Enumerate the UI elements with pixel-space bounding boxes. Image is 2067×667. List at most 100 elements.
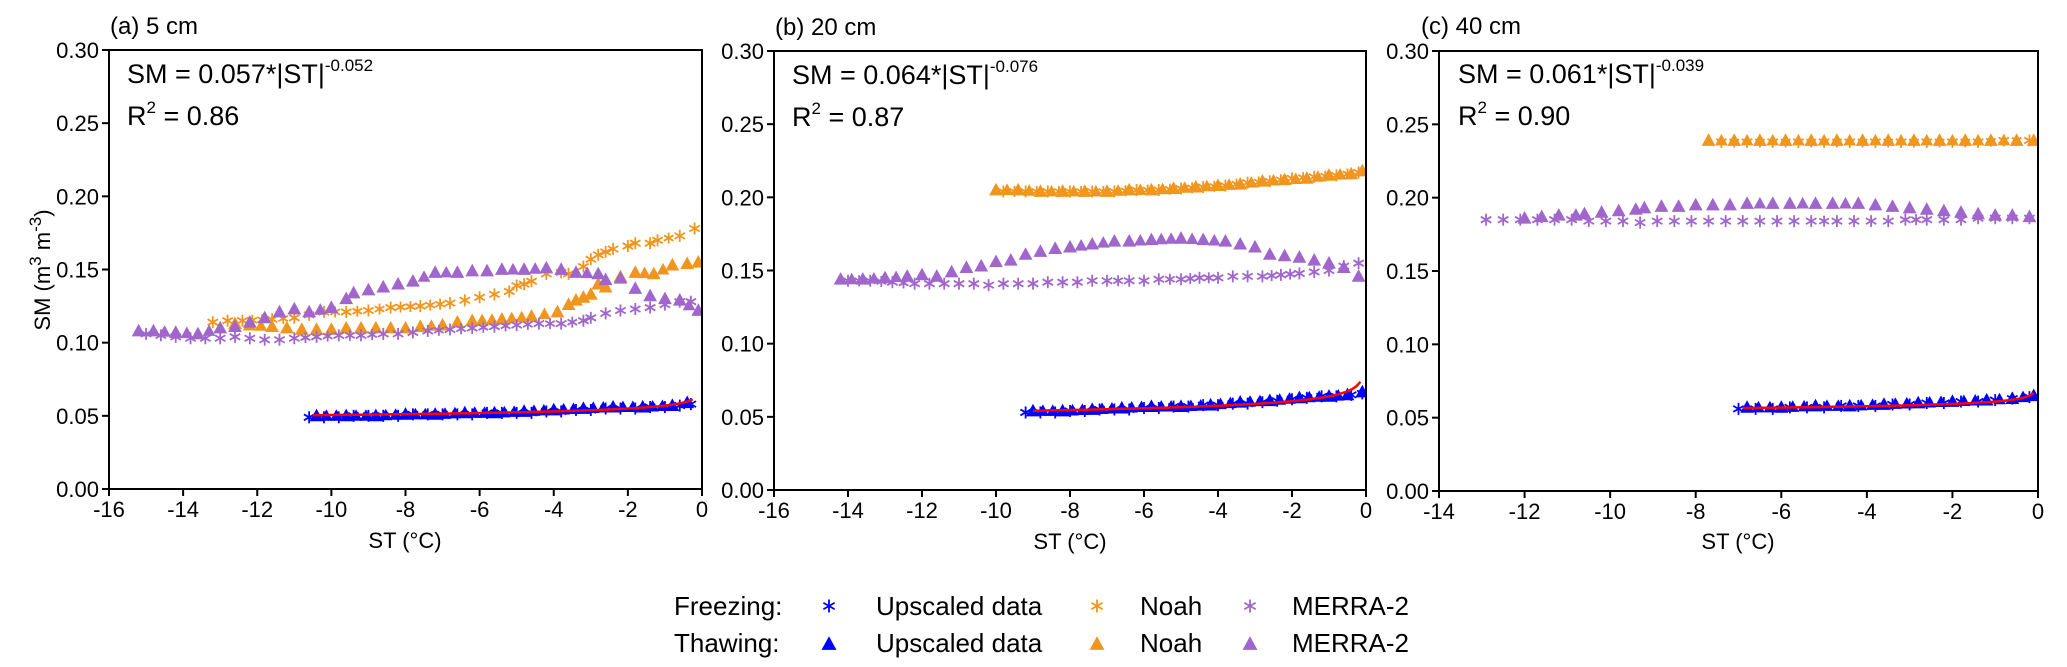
legend-marker-noah-freezing	[1090, 599, 1104, 613]
y-tick-label: 0.20	[56, 184, 99, 209]
legend-row-label-freezing: Freezing:	[674, 591, 782, 621]
data-point	[1114, 400, 1129, 414]
data-point	[1003, 253, 1018, 266]
data-point	[643, 288, 658, 302]
x-tick-label: -8	[396, 497, 416, 522]
data-point	[383, 320, 398, 334]
x-tick-label: 0	[696, 497, 708, 522]
data-point	[628, 281, 643, 294]
data-point	[287, 301, 302, 315]
data-point	[1289, 172, 1303, 184]
data-point	[613, 271, 628, 284]
data-point	[1805, 215, 1817, 228]
x-axis: -16 -14 -12 -10 -8 -6 -4 -2 0	[758, 490, 1372, 523]
data-point	[1174, 399, 1188, 412]
data-point	[1868, 197, 1883, 211]
data-point	[1818, 215, 1830, 227]
data-point	[214, 332, 226, 345]
data-point	[658, 291, 672, 305]
data-point	[480, 263, 494, 277]
data-point	[1233, 176, 1248, 190]
data-point	[644, 237, 656, 250]
data-point	[1517, 211, 1532, 224]
data-point	[406, 274, 420, 287]
data-point	[374, 303, 385, 315]
data-point	[422, 324, 434, 337]
data-point	[1063, 239, 1077, 253]
data-point	[242, 314, 257, 328]
data-point	[1144, 182, 1159, 196]
data-point	[638, 266, 651, 279]
data-point	[1277, 248, 1292, 262]
y-tick-label: 0.25	[56, 111, 99, 136]
data-point	[428, 265, 443, 278]
series-merra2-triangle	[1517, 196, 2037, 224]
x-tick-label: -2	[1943, 499, 1963, 524]
data-point	[607, 243, 619, 256]
data-point	[1200, 179, 1214, 192]
data-point	[1207, 233, 1221, 246]
data-point	[1233, 236, 1248, 250]
data-point	[1551, 208, 1566, 221]
data-point	[1292, 250, 1307, 263]
data-point	[1702, 215, 1715, 228]
x-tick-label: -2	[618, 497, 638, 522]
data-point	[1185, 273, 1196, 285]
data-point	[855, 272, 870, 285]
panel-title: (a) 5 cm	[110, 13, 198, 40]
x-tick-label: -8	[1060, 498, 1080, 523]
data-point	[538, 307, 551, 320]
data-point	[515, 310, 528, 323]
data-point	[407, 326, 419, 339]
panel-a: (a) 5 cm -16 -14 -12 -10 -8 -6 -4 -2 0 0.000.050…	[26, 13, 708, 553]
x-tick-label: -4	[1208, 498, 1228, 523]
data-point	[1112, 275, 1124, 287]
data-point	[1166, 181, 1181, 194]
data-point	[1902, 200, 1917, 214]
data-point	[1211, 178, 1225, 192]
data-point	[567, 316, 578, 328]
data-point	[395, 301, 406, 313]
legend-marker-merra2-thawing	[1242, 636, 1258, 650]
data-point	[629, 237, 641, 250]
data-point	[1855, 133, 1870, 146]
y-tick-label: 0.10	[721, 332, 764, 357]
data-point	[1766, 133, 1780, 146]
data-point	[1262, 247, 1277, 260]
data-point	[1138, 274, 1150, 287]
legend-label-upscaled-freezing: Upscaled data	[876, 591, 1043, 621]
data-point	[1256, 270, 1269, 283]
data-point	[583, 287, 598, 300]
data-point	[1497, 213, 1509, 226]
data-point	[524, 309, 539, 322]
series-merra2-asterisk	[140, 295, 697, 346]
data-point	[2009, 133, 2024, 146]
y-tick-label: 0.00	[56, 477, 99, 502]
data-point	[1732, 402, 1745, 415]
data-point	[1244, 176, 1258, 188]
data-point	[1727, 133, 1742, 146]
data-point	[340, 305, 352, 318]
legend-marker-upscaled-thawing	[821, 636, 837, 650]
x-tick-label: -4	[1857, 499, 1877, 524]
data-point	[1011, 182, 1026, 196]
r-squared: R2 = 0.87	[792, 99, 904, 132]
data-point	[1012, 277, 1024, 290]
data-point	[674, 229, 686, 242]
x-tick-label: -12	[1509, 499, 1541, 524]
data-point	[1848, 215, 1860, 228]
data-point	[1882, 215, 1894, 228]
legend-label-merra2-thawing: MERRA-2	[1292, 628, 1409, 658]
data-point	[1788, 215, 1800, 228]
data-point	[1804, 133, 1819, 146]
data-point	[688, 222, 701, 235]
data-point	[1227, 270, 1239, 283]
data-point	[180, 326, 194, 339]
data-point	[346, 285, 361, 299]
data-point	[494, 262, 509, 275]
series-merra2-asterisk	[842, 257, 1365, 292]
data-point	[1164, 273, 1176, 285]
data-point	[1178, 181, 1192, 193]
series-merra2-triangle	[833, 231, 1366, 285]
data-point	[1971, 133, 1985, 146]
